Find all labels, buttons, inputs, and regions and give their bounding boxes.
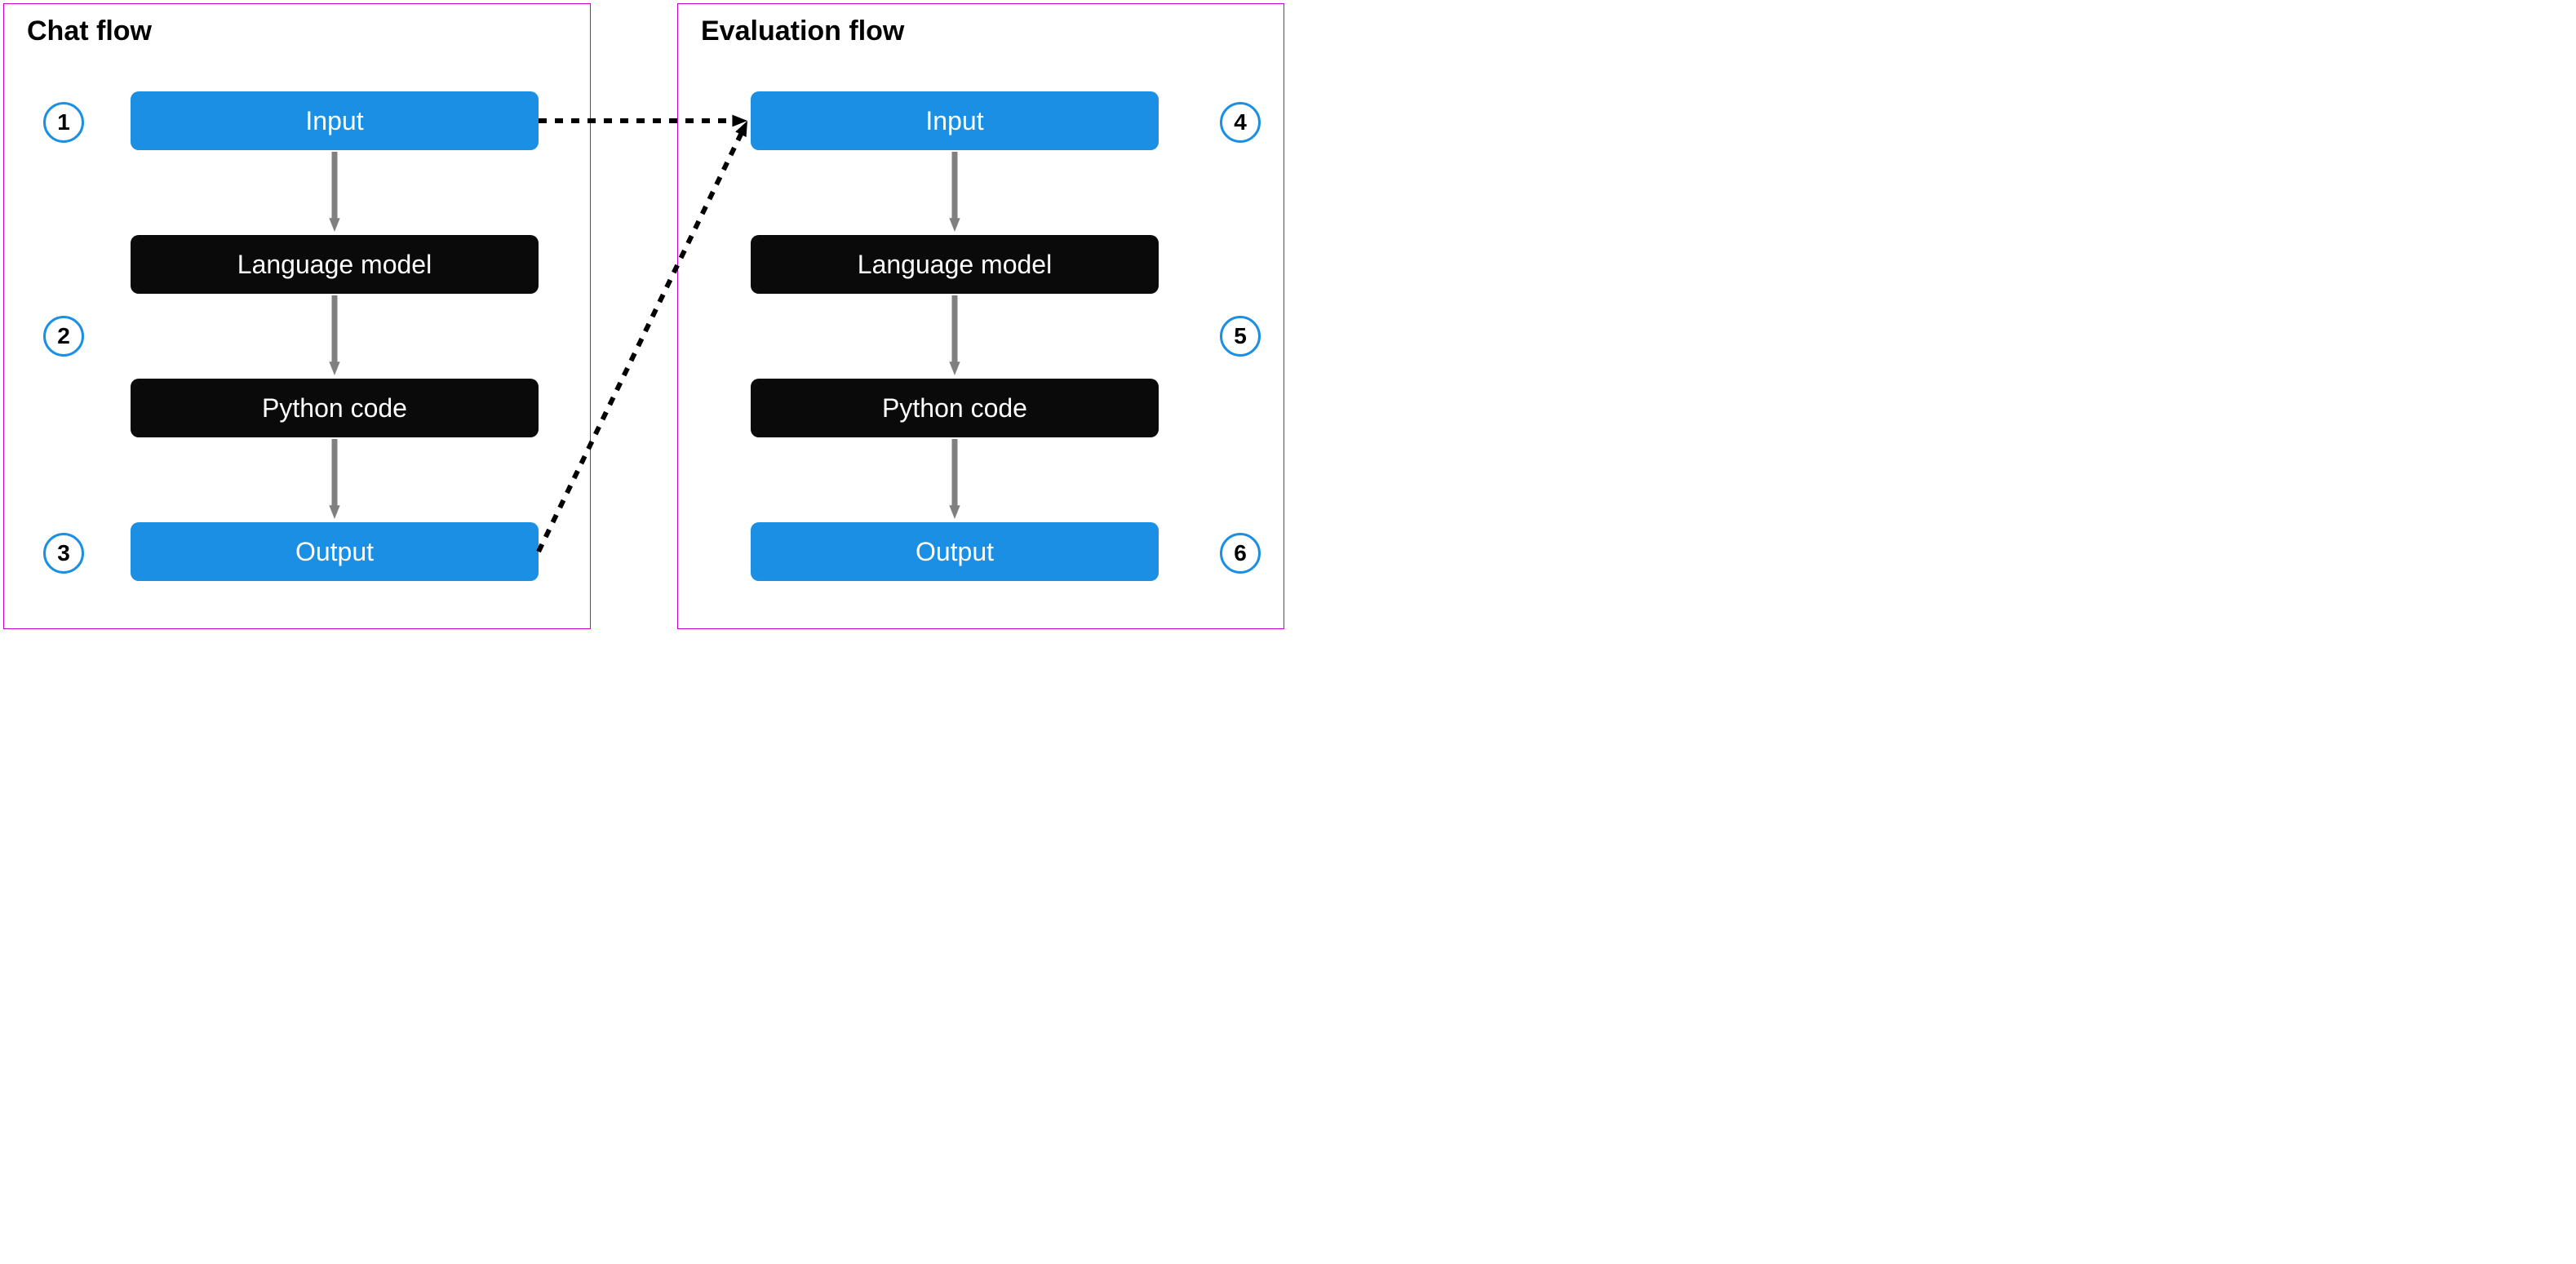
callout-badge-6: 6	[1220, 533, 1261, 574]
node-label: Input	[305, 106, 363, 136]
badge-number: 5	[1234, 323, 1247, 349]
badge-number: 1	[57, 109, 70, 135]
node-eval-python-code: Python code	[751, 379, 1159, 437]
callout-badge-1: 1	[43, 102, 84, 143]
node-chat-python-code: Python code	[131, 379, 539, 437]
node-label: Python code	[262, 393, 407, 424]
node-chat-input: Input	[131, 91, 539, 150]
node-label: Input	[925, 106, 983, 136]
badge-number: 6	[1234, 540, 1247, 566]
node-eval-output: Output	[751, 522, 1159, 581]
badge-number: 2	[57, 323, 70, 349]
callout-badge-5: 5	[1220, 316, 1261, 357]
callout-badge-4: 4	[1220, 102, 1261, 143]
diagram-stage: Chat flow Evaluation flow Input Language…	[0, 0, 1288, 632]
panel-title-evaluation-flow: Evaluation flow	[701, 16, 904, 47]
node-label: Output	[916, 537, 994, 567]
node-eval-language-model: Language model	[751, 235, 1159, 294]
badge-number: 4	[1234, 109, 1247, 135]
callout-badge-2: 2	[43, 316, 84, 357]
node-eval-input: Input	[751, 91, 1159, 150]
badge-number: 3	[57, 540, 70, 566]
node-label: Language model	[858, 250, 1052, 280]
panel-title-chat-flow: Chat flow	[27, 16, 152, 47]
node-label: Output	[295, 537, 374, 567]
node-label: Language model	[237, 250, 432, 280]
callout-badge-3: 3	[43, 533, 84, 574]
node-chat-language-model: Language model	[131, 235, 539, 294]
node-label: Python code	[882, 393, 1027, 424]
node-chat-output: Output	[131, 522, 539, 581]
